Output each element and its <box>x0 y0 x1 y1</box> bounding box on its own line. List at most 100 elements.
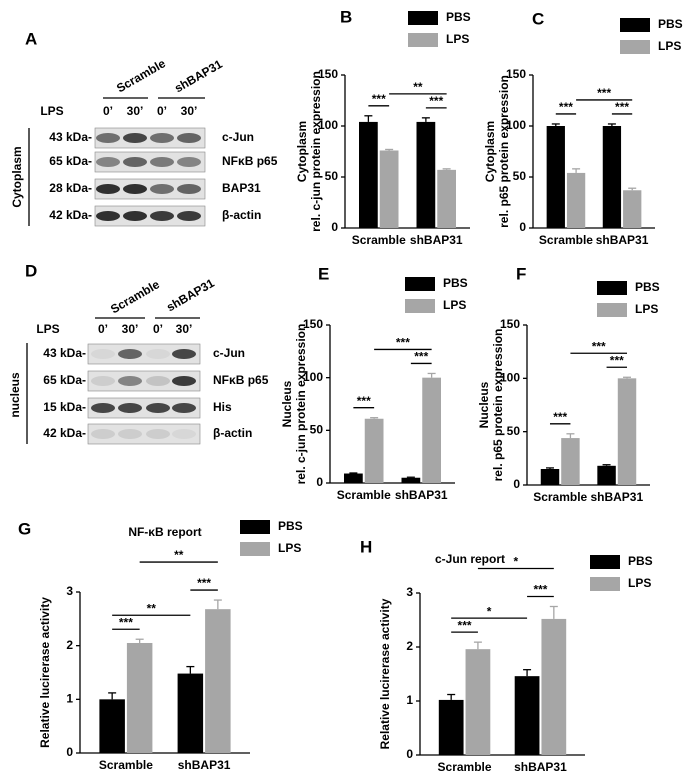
y-axis-label: Relative lucirerase activity <box>38 597 52 748</box>
blot-band <box>146 403 170 413</box>
x-tick-label: Scramble <box>337 488 391 502</box>
legend-swatch <box>590 577 620 591</box>
significance-label: *** <box>429 94 443 108</box>
protein-label: NFκB p65 <box>213 373 269 387</box>
size-label: 42 kDa- <box>49 208 92 222</box>
bar <box>438 699 464 755</box>
y-tick-label: 0 <box>316 475 323 489</box>
x-tick-label: Scramble <box>533 490 587 504</box>
blot-band <box>123 184 147 194</box>
fraction-label: Cytoplasm <box>10 146 24 207</box>
blot-strip <box>87 423 201 445</box>
panel-letter: H <box>360 537 372 556</box>
y-tick-label: 1 <box>66 692 73 706</box>
size-label: 43 kDa- <box>43 346 86 360</box>
chart-title: c-Jun report <box>435 552 505 566</box>
group-label: shBAP31 <box>164 276 217 315</box>
x-tick-label: shBAP31 <box>178 758 231 772</box>
bar <box>437 169 456 228</box>
x-tick-label: shBAP31 <box>395 488 448 502</box>
y-tick-label: 0 <box>331 220 338 234</box>
lane-label: 0’ <box>157 104 167 118</box>
legend-label: PBS <box>635 280 660 294</box>
y-tick-label: 1 <box>406 693 413 707</box>
bar <box>126 642 153 753</box>
legend-swatch <box>597 281 627 295</box>
protein-label: c-Jun <box>213 346 245 360</box>
y-tick-label: 150 <box>303 317 323 331</box>
bar <box>344 473 363 483</box>
y-axis-label: rel. c-jun protein expression <box>294 324 308 485</box>
legend-swatch <box>405 277 435 291</box>
blot-band <box>150 133 174 143</box>
blot-band <box>172 376 196 386</box>
significance-label: *** <box>372 92 386 106</box>
y-tick-label: 150 <box>506 67 526 81</box>
legend-swatch <box>408 11 438 25</box>
blot-band <box>177 157 201 167</box>
bar <box>422 377 441 483</box>
significance-label: *** <box>197 576 211 590</box>
panel-letter: C <box>532 9 544 28</box>
y-tick-label: 0 <box>513 477 520 491</box>
blot-band <box>96 184 120 194</box>
bar <box>359 121 378 228</box>
x-tick-label: shBAP31 <box>590 490 643 504</box>
lane-label: 30’ <box>181 104 198 118</box>
bar <box>401 477 421 483</box>
lane-label: 30’ <box>122 322 139 336</box>
y-tick-label: 0 <box>519 220 526 234</box>
panel-letter: A <box>25 29 37 48</box>
blot-band <box>118 349 142 359</box>
blot-band <box>91 376 115 386</box>
bar <box>597 465 616 485</box>
x-tick-label: Scramble <box>438 760 492 774</box>
y-axis-label: Cytoplasm <box>295 121 309 182</box>
y-tick-label: 50 <box>325 169 339 183</box>
protein-label: β-actin <box>213 426 252 440</box>
blot-band <box>150 157 174 167</box>
y-tick-label: 50 <box>507 424 521 438</box>
y-tick-label: 100 <box>506 118 526 132</box>
bar <box>364 418 384 483</box>
y-tick-label: 150 <box>500 317 520 331</box>
y-tick-label: 50 <box>310 423 324 437</box>
y-axis-label: Relative lucirerase activity <box>378 598 392 749</box>
y-axis-label: Nucleus <box>477 381 491 428</box>
significance-label: *** <box>597 86 611 100</box>
significance-label: *** <box>414 350 428 364</box>
x-tick-label: Scramble <box>352 233 406 247</box>
blot-strip <box>87 343 201 365</box>
y-axis-label: Nucleus <box>280 380 294 427</box>
y-tick-label: 3 <box>406 585 413 599</box>
protein-label: His <box>213 400 232 414</box>
y-axis-label: rel. p65 protein expression <box>497 75 511 228</box>
blot-band <box>150 184 174 194</box>
bar <box>379 150 399 228</box>
legend-swatch <box>408 33 438 47</box>
bar <box>465 649 491 755</box>
size-label: 65 kDa- <box>43 373 86 387</box>
protein-label: BAP31 <box>222 181 261 195</box>
significance-label: *** <box>610 353 624 367</box>
significance-label: *** <box>559 100 573 114</box>
legend-swatch <box>240 542 270 556</box>
y-tick-label: 100 <box>318 118 338 132</box>
legend-swatch <box>620 18 650 32</box>
blot-band <box>91 349 115 359</box>
panel-letter: F <box>516 264 526 283</box>
legend-label: LPS <box>443 298 466 312</box>
x-tick-label: shBAP31 <box>514 760 567 774</box>
x-tick-label: shBAP31 <box>410 233 463 247</box>
y-tick-label: 0 <box>406 747 413 761</box>
y-tick-label: 50 <box>513 169 527 183</box>
significance-label: *** <box>615 100 629 114</box>
x-tick-label: Scramble <box>99 758 153 772</box>
blot-band <box>123 133 147 143</box>
legend-swatch <box>597 303 627 317</box>
legend-label: PBS <box>628 554 653 568</box>
bar <box>177 673 204 753</box>
significance-label: *** <box>119 615 133 629</box>
significance-label: ** <box>174 548 184 562</box>
